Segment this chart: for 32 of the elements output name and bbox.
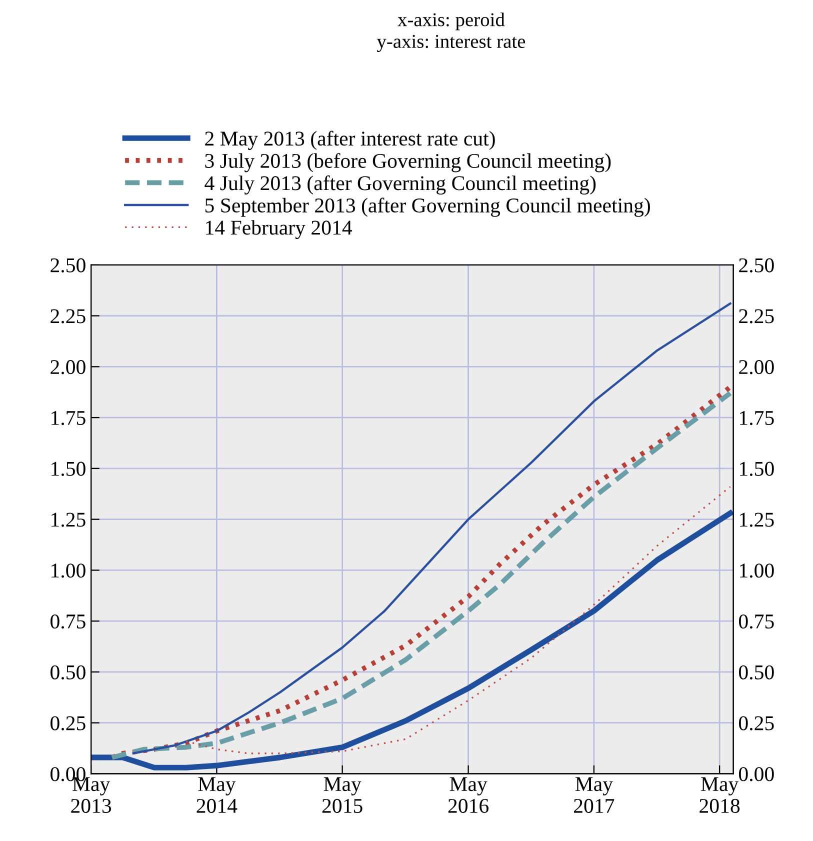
legend-label: 3 July 2013 (before Governing Council meeting) <box>205 153 611 172</box>
legend-label: 5 September 2013 (after Governing Council meeting) <box>205 198 650 217</box>
y2-tick-label: 1.50 <box>52 462 86 476</box>
text: x-axis: peroid y-axis: interest rate <box>376 12 526 52</box>
y-tick-label: 1.25 <box>740 512 774 527</box>
y2-tick-label: 1.25 <box>52 512 86 527</box>
legend-label: 14 February 2014 <box>206 220 352 240</box>
y-tick-label: 1.75 <box>740 411 774 426</box>
y-tick-label: 0.00 <box>738 767 774 782</box>
y-tick-label: 1.00 <box>740 564 774 578</box>
y2-tick-label: 1.75 <box>52 411 86 426</box>
y2-tick-label: 0.50 <box>50 665 86 680</box>
x-tick-label: May 2015 <box>322 777 362 813</box>
y-tick-label: 0.50 <box>738 665 774 680</box>
legend-label: 2 May 2013 (after interest rate cut) <box>205 130 495 150</box>
y-tick-label: 1.50 <box>740 462 774 476</box>
x-tick-label: May 2014 <box>196 777 238 813</box>
legend-label: 4 July 2013 (after Governing Council meeting) <box>204 175 596 195</box>
y2-tick-label: 0.25 <box>50 716 86 730</box>
y2-tick-label: 2.25 <box>50 309 86 324</box>
x-tick-label: May 2017 <box>574 777 614 813</box>
y2-tick-label: 2.50 <box>50 258 86 272</box>
x-tick-label: May 2016 <box>448 777 489 813</box>
y2-tick-label: 1.00 <box>52 564 86 578</box>
y-tick-label: 2.50 <box>739 258 774 272</box>
y-tick-label: 2.00 <box>739 360 774 374</box>
y-tick-label: 0.75 <box>738 614 774 629</box>
y2-tick-label: 2.00 <box>50 360 86 374</box>
x-tick-label: May 2018 <box>700 777 740 813</box>
y-tick-label: 0.25 <box>738 716 774 730</box>
y-tick-label: 2.25 <box>739 309 774 324</box>
y2-tick-label: 0.75 <box>50 614 86 629</box>
